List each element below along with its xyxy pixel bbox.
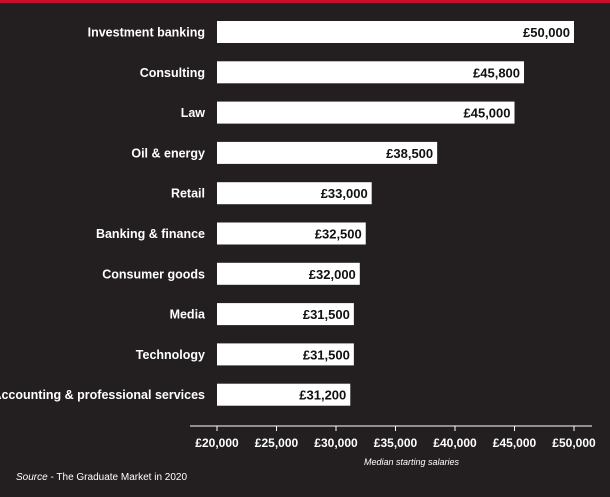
data-label-consulting: £45,800 [473, 65, 520, 80]
bar-accounting-and-professional-services [217, 383, 351, 406]
bars-group: Investment banking £50,000 Consulting £45,8… [0, 21, 574, 406]
data-label-media: £31,500 [303, 307, 350, 322]
x-tick-label-2: £30,000 [314, 436, 358, 450]
bar-investment-banking [217, 21, 574, 43]
x-tick-label-1: £25,000 [255, 436, 299, 450]
source-text: - The Graduate Market in 2020 [47, 472, 188, 483]
data-label-retail: £33,000 [321, 186, 368, 201]
top-accent-rule [0, 0, 610, 3]
category-label-law: Law [181, 106, 206, 120]
category-label-technology: Technology [136, 348, 205, 362]
bar-retail [217, 182, 372, 205]
category-label-banking-and-finance: Banking & finance [96, 227, 205, 241]
source-note: Source - The Graduate Market in 2020 [16, 472, 187, 483]
category-label-retail: Retail [171, 187, 205, 201]
bar-technology [217, 343, 354, 366]
category-label-accounting-and-professional-services: Accounting & professional services [0, 388, 205, 402]
bar-oil-and-energy [217, 141, 438, 164]
bar-banking-and-finance [217, 222, 366, 245]
bar-law [217, 101, 515, 124]
data-label-oil-and-energy: £38,500 [386, 146, 433, 161]
bar-consumer-goods [217, 262, 360, 285]
x-tick-label-3: £35,000 [374, 436, 418, 450]
bar-consulting [217, 61, 525, 84]
source-prefix: Source [16, 472, 48, 483]
data-label-accounting-and-professional-services: £31,200 [299, 388, 346, 403]
data-label-law: £45,000 [464, 106, 511, 121]
x-axis-title: Median starting salaries [364, 457, 460, 467]
bar-media [217, 303, 354, 326]
x-tick-label-4: £40,000 [433, 436, 477, 450]
x-tick-label-0: £20,000 [195, 436, 239, 450]
category-label-consumer-goods: Consumer goods [102, 267, 205, 281]
x-tick-label-5: £45,000 [493, 436, 537, 450]
data-label-consumer-goods: £32,000 [309, 267, 356, 282]
x-axis: £20,000 £25,000 £30,000 £35,000 £40,000 £45,0… [190, 425, 596, 450]
data-label-banking-and-finance: £32,500 [315, 227, 362, 242]
data-label-investment-banking: £50,000 [523, 25, 570, 40]
category-label-investment-banking: Investment banking [88, 26, 205, 40]
data-label-technology: £31,500 [303, 347, 350, 362]
category-label-media: Media [170, 308, 206, 322]
x-tick-label-6: £50,000 [552, 436, 596, 450]
category-label-consulting: Consulting [140, 66, 205, 80]
category-label-oil-and-energy: Oil & energy [131, 146, 205, 160]
